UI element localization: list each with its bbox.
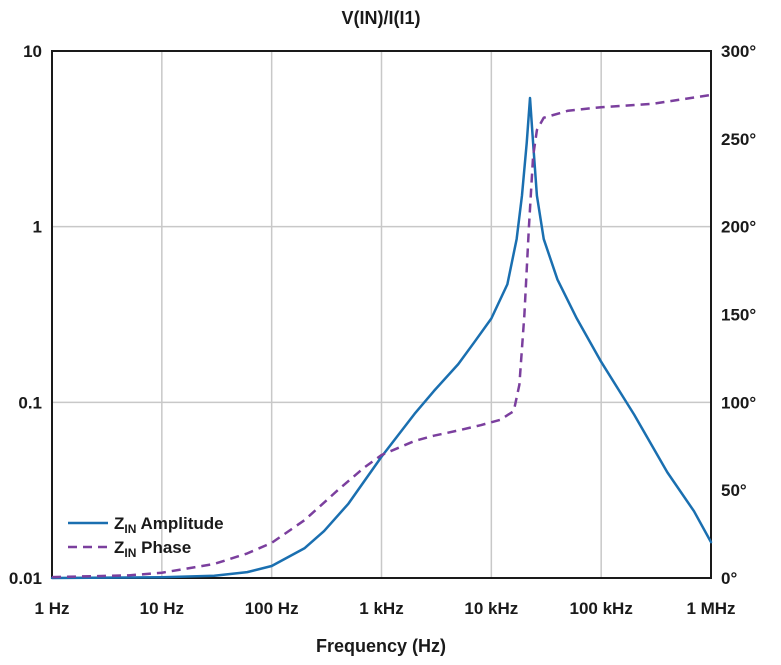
x-tick-label: 10 kHz bbox=[464, 599, 518, 618]
x-tick-label: 10 Hz bbox=[140, 599, 184, 618]
y-left-tick-label: 0.01 bbox=[9, 569, 42, 588]
y-right-tick-label: 100° bbox=[721, 393, 756, 412]
x-tick-label: 1 Hz bbox=[35, 599, 70, 618]
x-tick-label: 100 kHz bbox=[570, 599, 633, 618]
y-left-tick-label: 0.1 bbox=[18, 393, 42, 412]
series-line-amplitude bbox=[50, 96, 713, 580]
x-tick-labels: 1 Hz 10 Hz 100 Hz 1 kHz 10 kHz 100 kHz 1 MHz bbox=[35, 599, 736, 618]
series-layer bbox=[50, 93, 713, 580]
y-right-tick-label: 200° bbox=[721, 218, 756, 237]
y-left-tick-label: 1 bbox=[33, 218, 42, 237]
x-tick-label: 100 Hz bbox=[245, 599, 299, 618]
y-left-tick-labels: 0.01 0.1 1 10 bbox=[9, 42, 42, 588]
y-right-tick-label: 300° bbox=[721, 42, 756, 61]
legend-label: ZIN Phase bbox=[114, 538, 191, 560]
y-right-tick-labels: 0° 50° 100° 150° 200° 250° 300° bbox=[721, 42, 756, 588]
x-axis-label: Frequency (Hz) bbox=[316, 636, 446, 656]
y-right-tick-label: 50° bbox=[721, 481, 747, 500]
plot-frame bbox=[51, 50, 712, 579]
y-right-tick-label: 150° bbox=[721, 306, 756, 325]
chart-title: V(IN)/I(I1) bbox=[342, 8, 421, 28]
y-left-tick-label: 10 bbox=[23, 42, 42, 61]
y-right-tick-label: 0° bbox=[721, 569, 737, 588]
series-line-phase bbox=[51, 93, 712, 579]
x-tick-label: 1 MHz bbox=[686, 599, 735, 618]
x-tick-label: 1 kHz bbox=[359, 599, 403, 618]
legend-label: ZIN Amplitude bbox=[114, 514, 224, 536]
y-right-tick-label: 250° bbox=[721, 130, 756, 149]
